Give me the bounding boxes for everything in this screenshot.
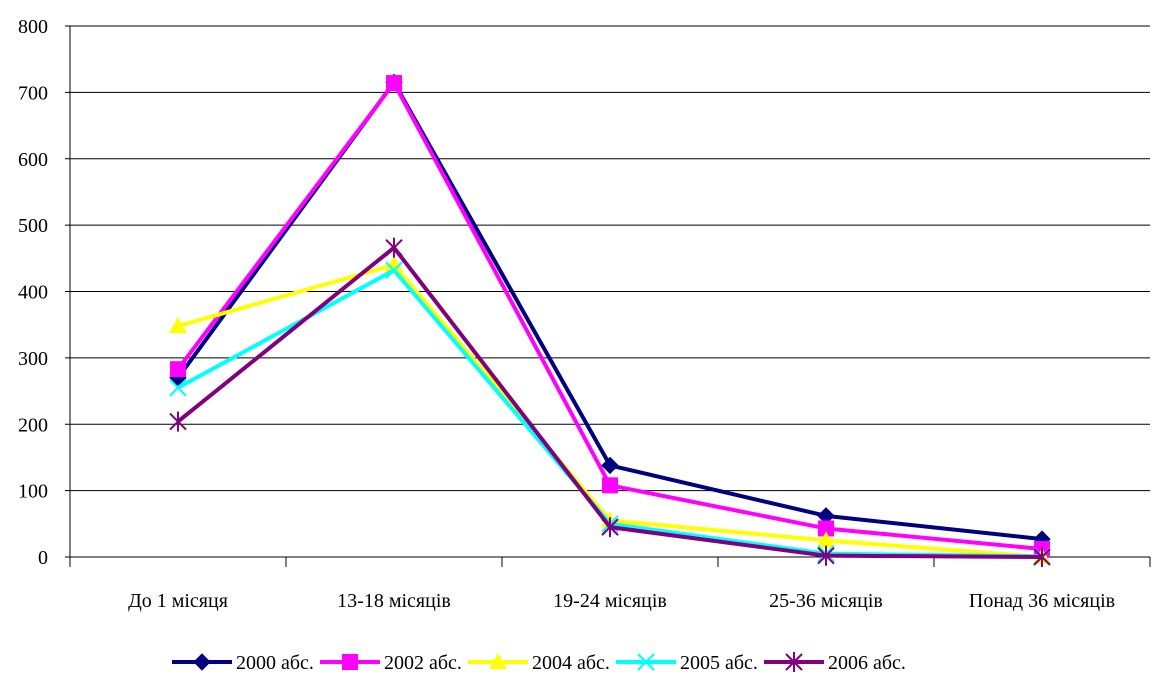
y-axis-ticks: 0 100 200 300 400 500 600 700 800 <box>18 16 70 569</box>
y-tick-label: 0 <box>38 547 48 569</box>
legend-item: 2005 абс. <box>616 652 758 673</box>
series-2006-абс. <box>169 237 1051 567</box>
data-point <box>385 255 403 272</box>
data-point <box>601 517 619 538</box>
legend-marker <box>785 652 803 672</box>
legend-label: 2002 абс. <box>384 652 462 673</box>
legend-marker <box>342 654 358 670</box>
y-tick-label: 700 <box>18 82 48 104</box>
legend-marker <box>489 653 507 669</box>
data-point <box>602 477 618 494</box>
legend-item: 2000 абс. <box>172 652 314 673</box>
series-2002-абс. <box>170 75 1050 558</box>
y-tick-label: 400 <box>18 282 48 304</box>
legend-label: 2000 абс. <box>236 652 314 673</box>
x-category-label: До 1 місяця <box>128 590 228 612</box>
x-category-label: 25-36 місяців <box>769 590 883 612</box>
data-point <box>169 379 187 397</box>
data-point <box>817 545 835 566</box>
gridlines <box>70 25 1150 492</box>
data-point <box>169 411 187 432</box>
legend: 2000 абс. 2002 абс. 2004 абс. 2005 абс. 2006… <box>172 652 906 673</box>
y-tick-label: 100 <box>18 481 48 503</box>
data-point <box>385 237 403 258</box>
legend-label: 2005 абс. <box>680 652 758 673</box>
legend-marker <box>637 653 655 671</box>
data-point <box>1033 547 1051 567</box>
legend-label: 2006 абс. <box>828 652 906 673</box>
series-2000-абс. <box>169 73 1051 548</box>
data-point <box>386 75 402 92</box>
data-point <box>817 531 835 548</box>
y-tick-label: 500 <box>18 215 48 237</box>
data-point <box>385 261 403 279</box>
data-point <box>169 317 187 334</box>
y-tick-label: 200 <box>18 414 48 436</box>
x-category-label: 13-18 місяців <box>337 590 451 612</box>
series-lines <box>169 73 1051 567</box>
x-category-label: 19-24 місяців <box>553 590 667 612</box>
data-point <box>601 456 619 475</box>
y-tick-label: 800 <box>18 16 48 38</box>
series-line <box>176 245 1043 559</box>
legend-marker <box>193 653 211 671</box>
legend-item: 2002 абс. <box>320 652 462 673</box>
x-axis-ticks: До 1 місяця 13-18 місяців 19-24 місяців 25-… <box>69 557 1151 612</box>
legend-item: 2004 абс. <box>468 652 610 673</box>
legend-label: 2004 абс. <box>532 652 610 673</box>
data-point <box>170 361 186 378</box>
x-category-label: Понад 36 місяців <box>969 590 1115 612</box>
data-point <box>818 520 834 537</box>
legend-item: 2006 абс. <box>764 652 906 673</box>
y-tick-label: 600 <box>18 149 48 171</box>
y-tick-label: 300 <box>18 348 48 370</box>
